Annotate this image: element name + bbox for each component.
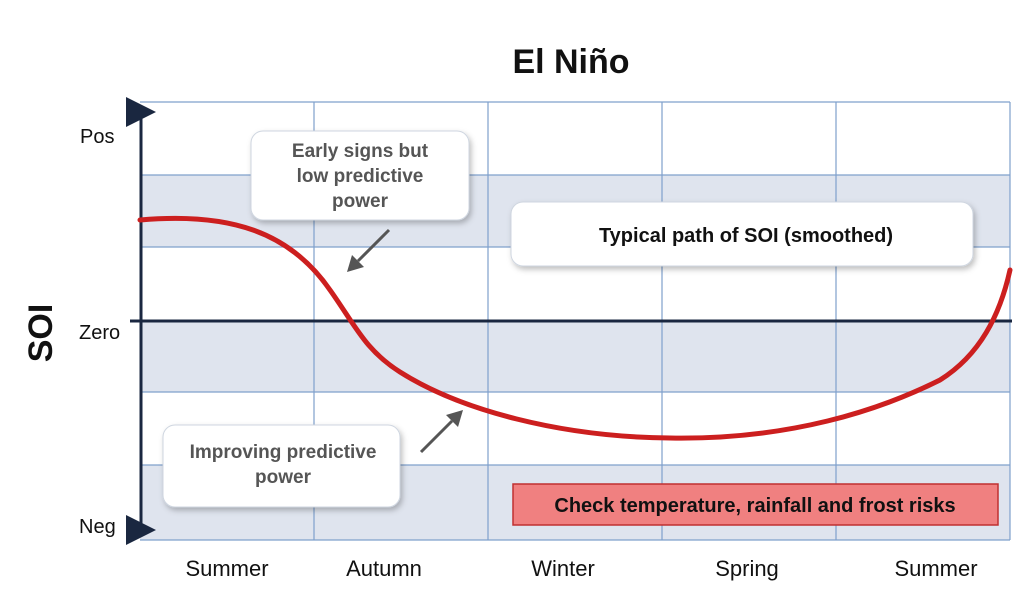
callout-box [162, 424, 401, 508]
arrow-head [446, 410, 463, 427]
arrow-head [347, 255, 364, 272]
early-signs-line-2: low predictive [297, 166, 424, 187]
y-tick-zero: Zero [79, 322, 120, 344]
y-tick-pos: Pos [80, 126, 114, 148]
improving-line-2: power [255, 467, 312, 488]
callout-early-signs: Early signs but low predictive power [250, 130, 470, 221]
callout-typical-path: Typical path of SOI (smoothed) [510, 201, 974, 267]
callout-box [250, 130, 470, 221]
alert-text: Check temperature, rainfall and frost ri… [554, 495, 955, 517]
early-signs-line-1: Early signs but [292, 141, 429, 162]
soi-curve [137, 215, 1013, 441]
arrow-shaft [419, 419, 454, 454]
x-tick-winter: Winter [531, 556, 595, 581]
x-tick-summer: Summer [185, 556, 268, 581]
x-tick-spring: Spring [715, 556, 779, 581]
x-tick-summer-2: Summer [894, 556, 977, 581]
improving-line-1: Improving predictive [190, 442, 377, 463]
band-middle [140, 320, 1010, 392]
improving-arrow [419, 410, 463, 454]
alert-box [512, 483, 999, 526]
x-tick-autumn: Autumn [346, 556, 422, 581]
callout-box [510, 201, 974, 267]
y-tick-neg: Neg [79, 516, 116, 538]
typical-path-label: Typical path of SOI (smoothed) [599, 225, 893, 247]
callout-improving: Improving predictive power [162, 424, 401, 508]
arrow-shaft [356, 228, 391, 263]
chart-title: El Niño [512, 43, 629, 81]
y-axis-label: SOI [22, 304, 60, 363]
early-signs-arrow [347, 228, 391, 272]
early-signs-line-3: power [332, 191, 389, 212]
alert-banner: Check temperature, rainfall and frost ri… [512, 483, 999, 526]
